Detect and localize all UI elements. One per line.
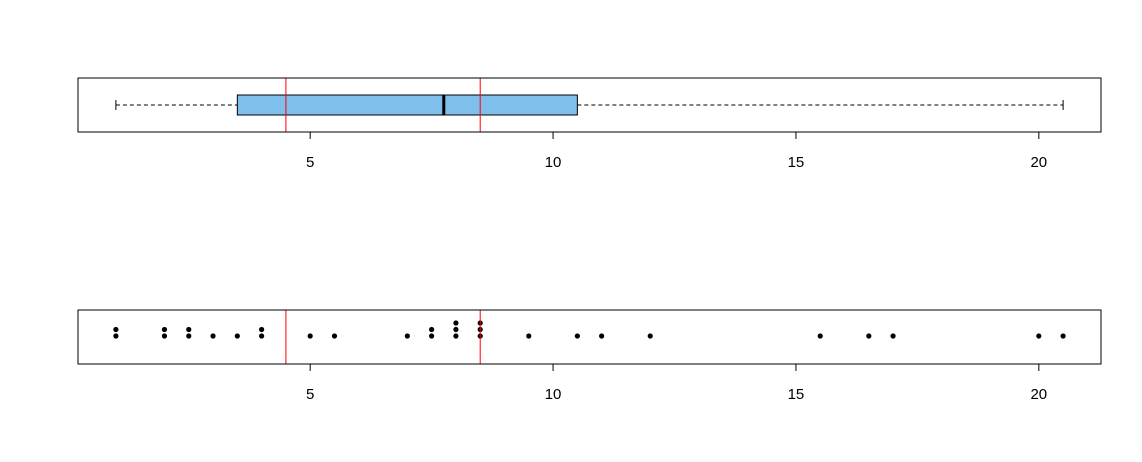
x-tick-label: 10	[545, 386, 562, 403]
point	[429, 326, 435, 333]
point	[453, 320, 459, 326]
point	[186, 326, 192, 333]
x-tick-label: 10	[545, 154, 562, 171]
point	[817, 333, 823, 339]
x-tick-label: 20	[1030, 386, 1047, 403]
x-tick-label: 15	[788, 154, 805, 171]
plot-frame	[77, 309, 1102, 365]
point	[259, 333, 265, 339]
x-tick-label: 15	[788, 386, 805, 403]
point	[307, 333, 313, 339]
x-tick-label: 5	[306, 154, 314, 171]
point	[113, 326, 119, 333]
point	[161, 326, 168, 333]
point	[647, 333, 653, 339]
point	[526, 333, 532, 339]
point	[186, 333, 192, 339]
point	[161, 333, 168, 339]
plot-frame	[77, 77, 1102, 133]
point	[866, 333, 872, 339]
point	[429, 333, 435, 339]
point	[453, 326, 459, 333]
point	[404, 333, 410, 339]
point	[234, 333, 240, 339]
point	[259, 326, 265, 333]
x-tick-label: 20	[1030, 154, 1047, 171]
x-tick-label: 5	[306, 386, 314, 403]
point	[453, 333, 459, 339]
point	[1060, 333, 1066, 339]
point	[331, 333, 338, 339]
point	[890, 333, 896, 339]
point	[113, 333, 119, 339]
box	[236, 94, 578, 116]
point	[574, 333, 580, 339]
point	[1036, 333, 1042, 339]
point	[599, 333, 605, 339]
point	[210, 333, 216, 339]
